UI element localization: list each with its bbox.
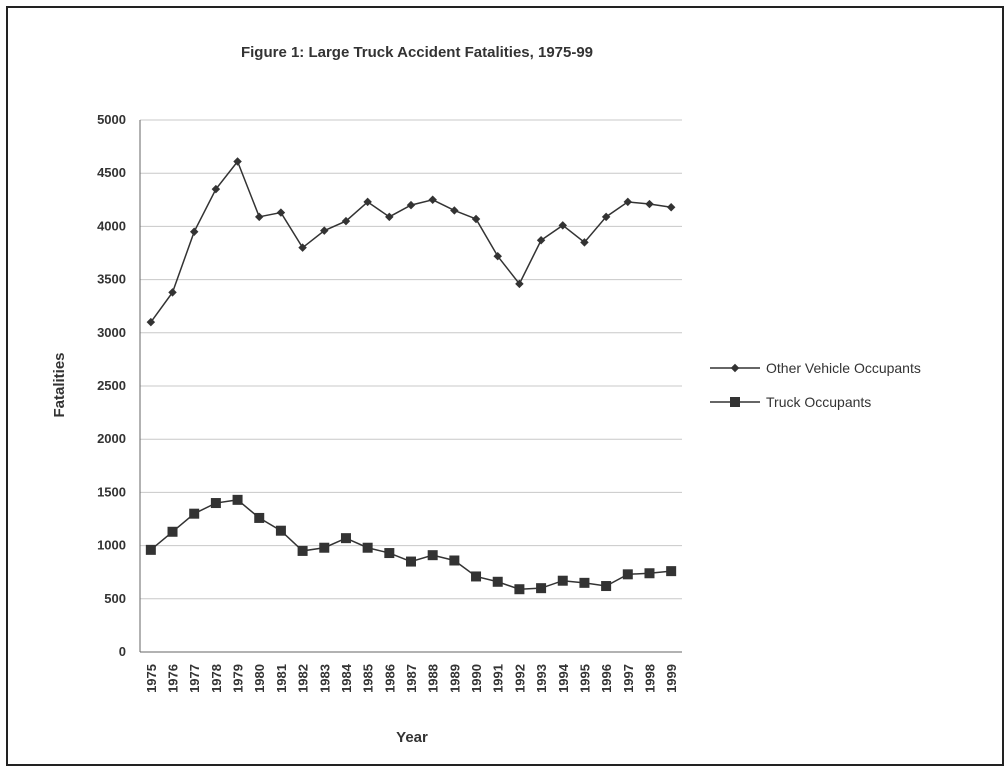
data-point	[384, 548, 395, 559]
data-point	[623, 197, 633, 207]
x-tick-label: 1975	[144, 664, 159, 693]
data-point	[233, 157, 242, 166]
y-tick-label: 3000	[97, 325, 126, 340]
x-tick-label: 1978	[209, 664, 224, 693]
data-point	[189, 508, 200, 519]
x-tick-label: 1982	[296, 664, 311, 693]
data-point	[644, 568, 655, 579]
legend-label-0: Other Vehicle Occupants	[766, 360, 921, 376]
y-tick-label: 4500	[97, 165, 126, 180]
legend: Other Vehicle Occupants Truck Occupants	[710, 360, 921, 410]
y-tick-label: 500	[104, 591, 126, 606]
series-line-0	[150, 160, 672, 323]
x-tick-label: 1983	[317, 664, 332, 693]
data-point	[145, 544, 156, 555]
x-tick-label: 1984	[339, 663, 354, 693]
y-tick-label: 4000	[97, 218, 126, 233]
y-tick-label: 1500	[97, 484, 126, 499]
chart-title: Figure 1: Large Truck Accident Fatalitie…	[241, 44, 593, 61]
data-point	[167, 526, 178, 537]
y-tick-label: 2000	[97, 431, 126, 446]
legend-label-1: Truck Occupants	[766, 394, 871, 410]
legend-marker-0	[730, 363, 740, 373]
x-tick-label: 1996	[599, 664, 614, 693]
data-point	[385, 212, 394, 222]
data-point	[645, 199, 654, 209]
y-tick-label: 3500	[97, 272, 126, 287]
x-tick-label: 1993	[534, 664, 549, 693]
x-tick-label: 1986	[382, 664, 397, 693]
data-point	[471, 571, 482, 582]
x-tick-label: 1981	[274, 664, 289, 693]
y-tick-label: 0	[119, 644, 126, 659]
x-tick-label: 1990	[469, 664, 484, 693]
series-markers	[145, 157, 677, 595]
data-point	[320, 226, 329, 235]
data-point	[492, 576, 503, 587]
data-point	[536, 583, 547, 594]
x-tick-label: 1980	[252, 664, 267, 693]
data-point	[471, 214, 481, 224]
data-point	[211, 184, 221, 194]
data-point	[514, 584, 525, 595]
data-point	[319, 542, 330, 553]
x-tick-label: 1989	[447, 664, 462, 693]
data-point	[232, 494, 243, 505]
data-point	[168, 288, 177, 297]
y-tick-labels: 0 500 1000 1500 2000 2500 3000 3500 4000 4500 5000	[97, 112, 126, 659]
gridlines	[139, 119, 682, 653]
y-axis-label: Fatalities	[51, 352, 68, 417]
data-point	[428, 195, 437, 205]
data-point	[189, 227, 199, 236]
x-tick-label: 1994	[556, 663, 571, 693]
data-point	[340, 533, 351, 544]
x-tick-label: 1988	[426, 664, 441, 693]
data-point	[406, 556, 416, 567]
data-point	[601, 581, 612, 592]
data-point	[341, 216, 351, 226]
x-tick-label: 1987	[404, 664, 419, 693]
y-tick-label: 2500	[97, 378, 126, 393]
data-point	[557, 575, 568, 586]
x-tick-labels: 1975 1976 1977 1978 1979 1980 1981 1982 1983 1984…	[144, 663, 679, 693]
data-point	[406, 200, 416, 210]
series-lines	[150, 160, 672, 590]
data-point	[427, 550, 438, 561]
data-point	[449, 555, 460, 566]
data-point	[276, 208, 286, 217]
x-tick-label: 1977	[187, 664, 202, 693]
data-point	[622, 569, 633, 580]
y-tick-label: 1000	[97, 538, 126, 553]
data-point	[493, 251, 502, 261]
data-point	[666, 203, 676, 212]
data-point	[254, 512, 265, 523]
x-tick-label: 1985	[361, 664, 376, 693]
data-point	[362, 542, 373, 553]
data-point	[363, 197, 372, 207]
x-tick-label: 1995	[577, 664, 592, 693]
x-tick-label: 1997	[621, 664, 636, 693]
data-point	[146, 317, 156, 327]
data-point	[666, 566, 677, 577]
data-point	[579, 577, 590, 588]
data-point	[536, 235, 546, 245]
data-point	[297, 545, 308, 556]
series-line-1	[150, 499, 672, 590]
data-point	[298, 243, 307, 252]
data-point	[210, 498, 221, 509]
x-axis-label: Year	[396, 729, 428, 746]
data-point	[515, 279, 524, 289]
data-point	[254, 212, 264, 222]
x-tick-label: 1979	[231, 664, 246, 693]
data-point	[275, 525, 286, 536]
data-point	[450, 206, 459, 215]
x-tick-label: 1991	[491, 664, 506, 693]
legend-marker-1	[730, 397, 740, 407]
x-tick-label: 1998	[642, 664, 657, 693]
x-tick-label: 1999	[664, 664, 679, 693]
x-tick-label: 1976	[166, 664, 181, 693]
y-tick-label: 5000	[97, 112, 126, 127]
x-tick-label: 1992	[512, 664, 527, 693]
